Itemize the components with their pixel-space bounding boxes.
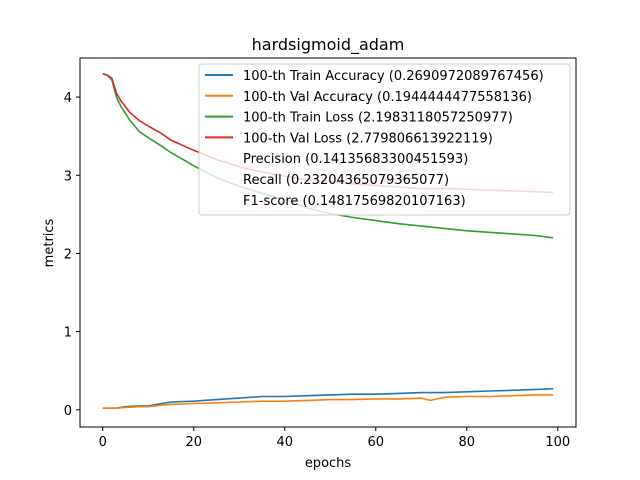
legend: 100-th Train Accuracy (0.269097208976745… [198, 63, 571, 216]
x-tick-label: 80 [459, 435, 476, 450]
x-tick-label: 100 [545, 435, 570, 450]
y-tick-label: 0 [64, 404, 72, 419]
series-line-1 [102, 387, 554, 410]
legend-label: Precision (0.14135683300451593) [243, 152, 468, 167]
y-tick-label: 1 [64, 326, 72, 341]
legend-label: F1-score (0.14817569820107163) [243, 194, 466, 209]
legend-label: 100-th Train Loss (2.1983118057250977) [243, 111, 513, 126]
axes-frame [79, 57, 577, 428]
legend-box [198, 63, 571, 216]
x-tick-label: 40 [276, 435, 293, 450]
y-tick-label: 2 [64, 247, 72, 262]
chart-title: hardsigmoid_adam [252, 35, 405, 55]
axis-ticks: 0 20 40 60 80 100 0 1 2 3 4 [64, 91, 570, 450]
y-tick-label: 3 [64, 169, 72, 184]
series-line-2 [102, 394, 554, 410]
legend-label: Recall (0.23204365079365077) [243, 173, 449, 188]
x-axis-label: epochs [305, 456, 352, 471]
y-tick-label: 4 [64, 91, 72, 106]
y-axis-label: metrics [42, 218, 57, 267]
legend-label: 100-th Val Accuracy (0.1944444477558136) [243, 90, 532, 105]
legend-label: 100-th Train Accuracy (0.269097208976745… [243, 69, 544, 84]
legend-label: 100-th Val Loss (2.779806613922119) [243, 131, 493, 146]
x-tick-label: 0 [99, 435, 107, 450]
x-tick-label: 20 [185, 435, 202, 450]
x-tick-label: 60 [368, 435, 385, 450]
